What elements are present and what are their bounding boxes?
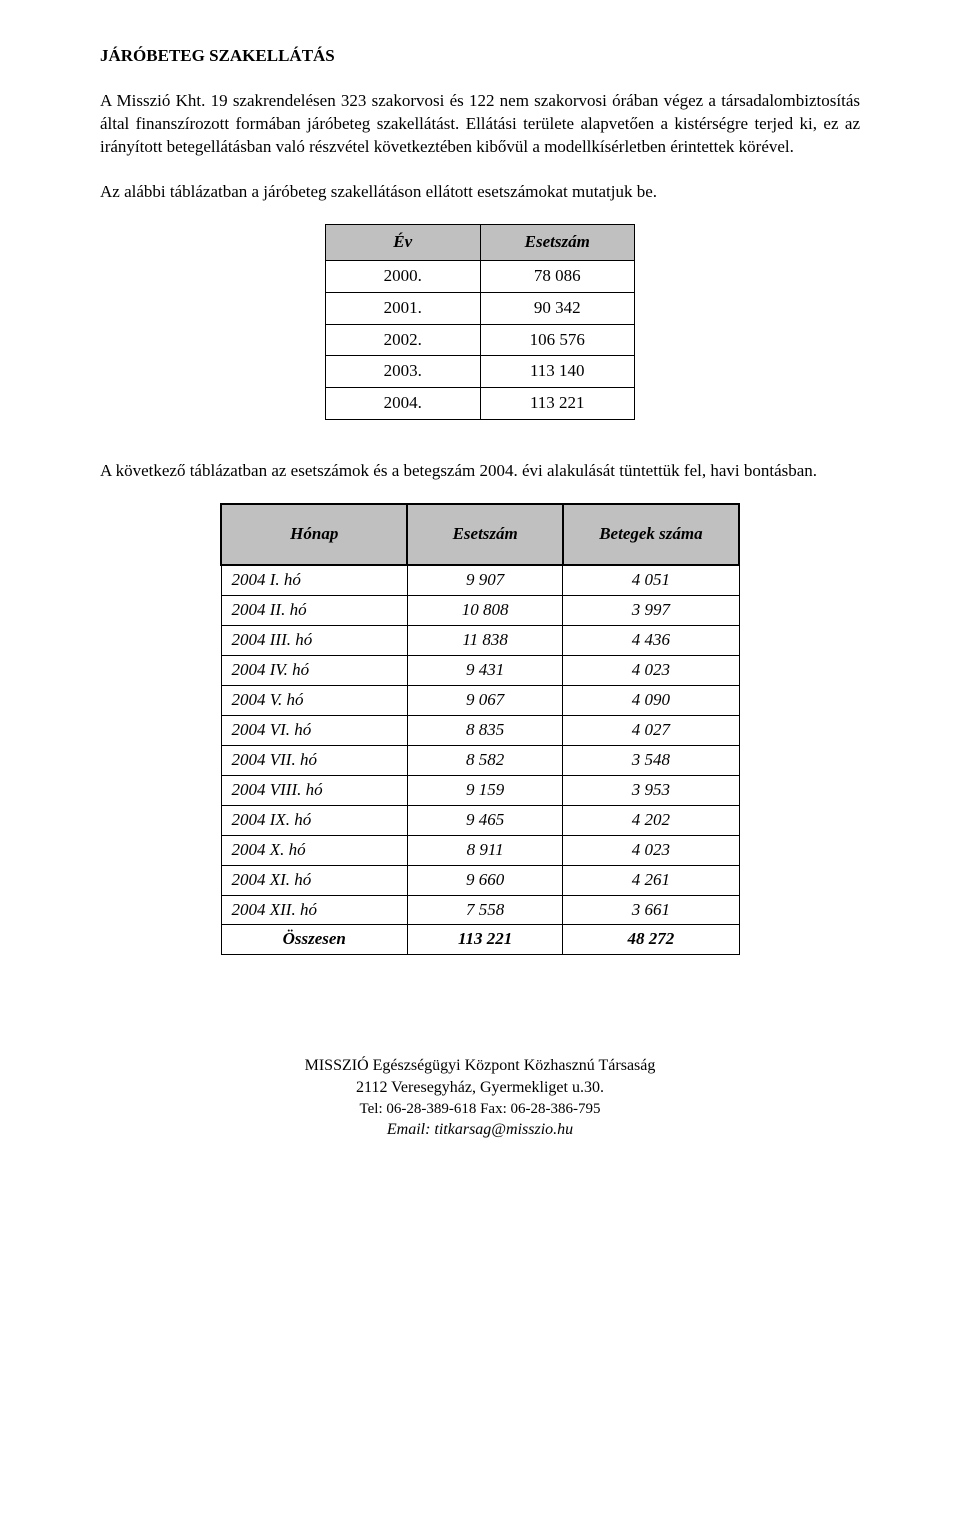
table-row: 2004 II. hó10 8083 997: [221, 596, 739, 626]
table-cell: 9 067: [407, 685, 562, 715]
table-cell: 3 953: [563, 775, 739, 805]
table-cell: 7 558: [407, 895, 562, 925]
table-cell: 4 023: [563, 656, 739, 686]
footer-address: 2112 Veresegyház, Gyermekliget u.30.: [100, 1077, 860, 1099]
table-cell: 3 548: [563, 745, 739, 775]
table-cell: 9 465: [407, 805, 562, 835]
table-cell: 2004 VII. hó: [221, 745, 407, 775]
table-cell: 4 202: [563, 805, 739, 835]
table-cell: 2003.: [326, 356, 481, 388]
table-row: 2004 IV. hó9 4314 023: [221, 656, 739, 686]
table-row: 2004 IX. hó9 4654 202: [221, 805, 739, 835]
table-cell: 8 835: [407, 715, 562, 745]
table-row: 2004 X. hó8 9114 023: [221, 835, 739, 865]
table-row: 2004 III. hó11 8384 436: [221, 626, 739, 656]
table-row: 2004 VI. hó8 8354 027: [221, 715, 739, 745]
table-cell: 10 808: [407, 596, 562, 626]
footer-org-name: MISSZIÓ Egészségügyi Központ Közhasznú T…: [100, 1055, 860, 1077]
table-row: 2004 I. hó9 9074 051: [221, 565, 739, 595]
table2-header-patients: Betegek száma: [563, 504, 739, 565]
table-row: 2004 XI. hó9 6604 261: [221, 865, 739, 895]
table-cell-total: 48 272: [563, 925, 739, 955]
intro-paragraph-1: A Misszió Kht. 19 szakrendelésen 323 sza…: [100, 90, 860, 159]
table-cell: 2004 V. hó: [221, 685, 407, 715]
table-year-cases: Év Esetszám 2000.78 0862001.90 3422002.1…: [325, 224, 635, 421]
table-row: 2004 XII. hó7 5583 661: [221, 895, 739, 925]
table-cell: 113 140: [480, 356, 635, 388]
table-cell: 2004 I. hó: [221, 565, 407, 595]
table-cell: 3 661: [563, 895, 739, 925]
table-cell: 11 838: [407, 626, 562, 656]
table-cell: 2004 X. hó: [221, 835, 407, 865]
table-cell: 2004 XII. hó: [221, 895, 407, 925]
table-cell: 9 159: [407, 775, 562, 805]
table-cell: 2004 VI. hó: [221, 715, 407, 745]
table-cell: 4 027: [563, 715, 739, 745]
table-cell: 2004.: [326, 388, 481, 420]
table-cell: 90 342: [480, 292, 635, 324]
table-cell: 8 911: [407, 835, 562, 865]
table-cell: 3 997: [563, 596, 739, 626]
table2-body: 2004 I. hó9 9074 0512004 II. hó10 8083 9…: [221, 565, 739, 955]
table-monthly-cases: Hónap Esetszám Betegek száma 2004 I. hó9…: [220, 503, 740, 955]
table-cell: 2004 III. hó: [221, 626, 407, 656]
table-cell: 2000.: [326, 260, 481, 292]
table-cell: 2004 XI. hó: [221, 865, 407, 895]
table-cell: 9 660: [407, 865, 562, 895]
page-footer: MISSZIÓ Egészségügyi Központ Közhasznú T…: [100, 1055, 860, 1140]
table1-body: 2000.78 0862001.90 3422002.106 5762003.1…: [326, 260, 635, 420]
table-cell: 4 051: [563, 565, 739, 595]
table-row: 2004.113 221: [326, 388, 635, 420]
table-cell: 2004 IV. hó: [221, 656, 407, 686]
footer-tel-fax: Tel: 06-28-389-618 Fax: 06-28-386-795: [100, 1099, 860, 1119]
table-cell: 9 907: [407, 565, 562, 595]
table-cell: 2001.: [326, 292, 481, 324]
table-row: 2002.106 576: [326, 324, 635, 356]
table-cell: 2004 II. hó: [221, 596, 407, 626]
table-row: 2004 VIII. hó9 1593 953: [221, 775, 739, 805]
table2-header-cases: Esetszám: [407, 504, 562, 565]
table-cell: 2004 IX. hó: [221, 805, 407, 835]
table1-header-year: Év: [326, 224, 481, 260]
table-cell: 4 261: [563, 865, 739, 895]
table-row: 2003.113 140: [326, 356, 635, 388]
table-cell: 4 090: [563, 685, 739, 715]
table-cell: 4 436: [563, 626, 739, 656]
table-cell: 106 576: [480, 324, 635, 356]
table-row: 2004 V. hó9 0674 090: [221, 685, 739, 715]
table-cell: 113 221: [480, 388, 635, 420]
section-title: JÁRÓBETEG SZAKELLÁTÁS: [100, 45, 860, 68]
footer-email: Email: titkarsag@misszio.hu: [100, 1119, 860, 1141]
table1-intro: Az alábbi táblázatban a járóbeteg szakel…: [100, 181, 860, 204]
table-row: 2004 VII. hó8 5823 548: [221, 745, 739, 775]
table2-header-month: Hónap: [221, 504, 407, 565]
table-cell: 4 023: [563, 835, 739, 865]
table2-intro: A következő táblázatban az esetszámok és…: [100, 460, 860, 483]
table1-header-cases: Esetszám: [480, 224, 635, 260]
table-row-total: Összesen113 22148 272: [221, 925, 739, 955]
table-cell: 2004 VIII. hó: [221, 775, 407, 805]
table-cell: 9 431: [407, 656, 562, 686]
table-row: 2001.90 342: [326, 292, 635, 324]
table-cell: 78 086: [480, 260, 635, 292]
table-cell: 2002.: [326, 324, 481, 356]
table-cell: 8 582: [407, 745, 562, 775]
table-cell-total: 113 221: [407, 925, 562, 955]
table-cell-total: Összesen: [221, 925, 407, 955]
table-row: 2000.78 086: [326, 260, 635, 292]
